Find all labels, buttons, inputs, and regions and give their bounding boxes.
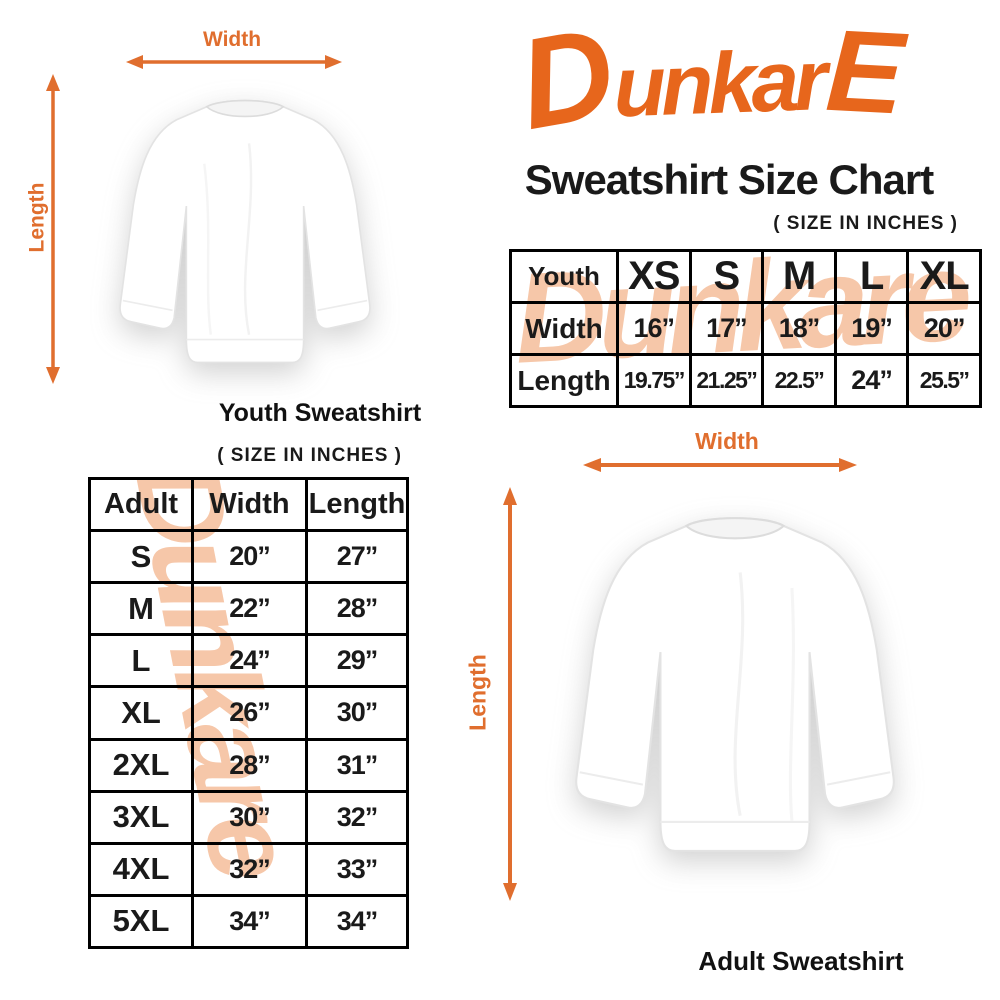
adult-size-table: Adult Width Length S 20” 27” M 22” 28” L… [88,476,409,950]
youth-size-table: Youth XS S M L XL Width 16” 17” 18” 19” … [509,249,982,408]
table-cell: 25.5” [906,353,982,408]
table-header-cell: XL [906,249,982,304]
youth-width-arrow [126,55,342,69]
table-cell: 33” [305,841,409,897]
brand-logo-letter: D [508,0,625,158]
table-header-cell: Adult [88,476,194,533]
table-cell: 22” [191,581,308,637]
table-cell: 17” [688,301,765,356]
adult-width-arrow [583,458,857,472]
row-label-cell: Length [509,353,619,408]
size-in-inches-note-youth: ( SIZE IN INCHES ) [773,213,958,234]
brand-logo-letters: unkar [611,32,825,136]
table-cell: 30” [191,789,308,845]
adult-length-arrow [503,487,517,901]
table-cell: 22.5” [761,353,837,408]
table-cell: 20” [906,301,982,356]
table-row: 4XL 32” 33” [88,841,409,897]
table-row: M 22” 28” [88,581,409,637]
table-row: 3XL 30” 32” [88,789,409,845]
table-row: L 24” 29” [88,633,409,689]
adult-sweatshirt-image [575,517,895,852]
adult-caption: Adult Sweatshirt [698,946,904,976]
table-row: S 20” 27” [88,529,409,585]
table-cell: 34” [305,893,409,950]
table-cell: 28” [305,581,409,637]
table-cell: 24” [191,633,308,689]
table-row: Length 19.75” 21.25” 22.5” 24” 25.5” [509,353,982,408]
table-cell: 30” [305,685,409,741]
table-cell: 26” [191,685,308,741]
table-cell: 32” [191,841,308,897]
row-label-cell: 5XL [88,893,194,950]
page-title: Sweatshirt Size Chart [524,156,934,203]
youth-width-label: Width [202,28,262,51]
youth-sweatshirt-image [119,99,371,364]
table-cell: 32” [305,789,409,845]
row-label-cell: 2XL [88,737,194,793]
table-header-cell: Length [305,476,409,533]
table-header-cell: XS [616,249,692,304]
table-cell: 27” [305,529,409,585]
table-row: XL 26” 30” [88,685,409,741]
table-cell: 16” [616,301,692,356]
table-cell: 31” [305,737,409,793]
table-cell: 21.25” [688,353,765,408]
table-header-cell: S [688,249,765,304]
table-cell: 34” [191,893,308,950]
table-cell: 20” [191,529,308,585]
youth-length-arrow [46,74,60,384]
table-cell: 18” [761,301,837,356]
table-cell: 29” [305,633,409,689]
row-label-cell: 4XL [88,841,194,897]
table-cell: 19.75” [616,353,692,408]
row-label-cell: M [88,581,194,637]
row-label-cell: S [88,529,194,585]
size-in-inches-note-adult: ( SIZE IN INCHES ) [217,445,402,466]
row-label-cell: XL [88,685,194,741]
table-row: Width 16” 17” 18” 19” 20” [509,301,982,356]
adult-length-label: Length [464,654,491,731]
table-row: Youth XS S M L XL [509,249,982,304]
row-label-cell: Width [509,301,619,356]
table-row: 2XL 28” 31” [88,737,409,793]
table-header-cell: Youth [509,249,619,304]
table-cell: 28” [191,737,308,793]
table-header-cell: Width [191,476,308,533]
youth-caption: Youth Sweatshirt [218,399,422,427]
table-cell: 24” [833,353,910,408]
table-header-cell: M [761,249,837,304]
adult-width-label: Width [695,428,759,454]
table-row: Adult Width Length [88,476,409,533]
table-cell: 19” [833,301,910,356]
row-label-cell: L [88,633,194,689]
table-row: 5XL 34” 34” [88,893,409,950]
row-label-cell: 3XL [88,789,194,845]
brand-logo-letter: E [822,4,907,139]
table-header-cell: L [833,249,910,304]
